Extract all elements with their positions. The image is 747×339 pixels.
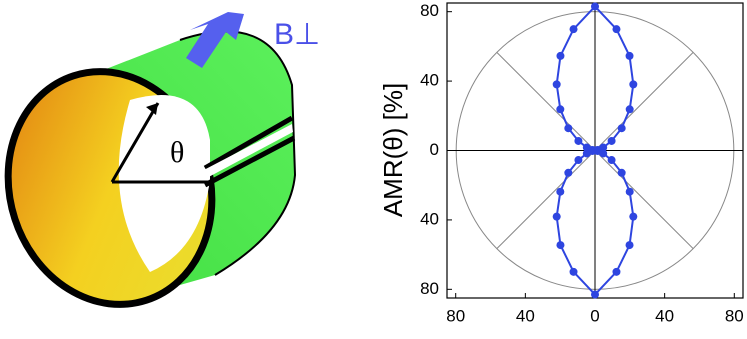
field-arrow [186,12,244,68]
data-point [582,143,591,152]
angle-lines [110,102,208,184]
data-point [629,212,638,221]
data-point [556,51,565,60]
data-point [617,168,626,177]
y-tick-label: 40 [420,209,439,228]
slit [203,115,296,188]
data-point [625,241,634,250]
x-tick-label: 80 [446,306,465,325]
data-point [612,25,621,34]
data-point [564,168,573,177]
y-tick-label: 80 [420,1,439,20]
x-tick-label: 40 [516,306,535,325]
data-point [574,136,583,145]
cylinder-illustration: B⊥ θ [4,12,320,308]
y-tick-label: 40 [420,71,439,90]
angle-label: θ [170,136,184,169]
data-point [599,149,608,158]
data-point [607,156,616,165]
polar-plot: AMR(θ) [%] 80 40 0 40 80 80 40 0 40 80 [378,1,744,325]
data-point [574,156,583,165]
y-tick-label: 80 [420,279,439,298]
data-point [625,105,634,114]
x-tick-label: 40 [655,306,674,325]
data-point [612,267,621,276]
y-tick-label: 0 [430,140,439,159]
field-label: B⊥ [274,18,320,51]
x-tick-label: 80 [725,306,744,325]
data-point [556,241,565,250]
data-point [625,187,634,196]
data-point [625,51,634,60]
data-point [564,124,573,133]
arrow-head [146,103,158,115]
data-point [556,105,565,114]
data-point [591,290,599,299]
data-point [569,267,578,276]
data-point [629,80,638,89]
data-point [591,2,599,11]
slit-gap [200,124,293,180]
x-tick-label: 0 [590,306,599,325]
data-point [607,136,616,145]
data-point [617,124,626,133]
data-point [552,212,561,221]
y-axis-title: AMR(θ) [%] [378,83,408,217]
data-point [556,187,565,196]
data-point [569,25,578,34]
data-point [552,80,561,89]
